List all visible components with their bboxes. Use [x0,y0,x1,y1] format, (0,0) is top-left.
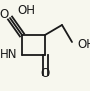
Text: O: O [40,67,50,80]
Text: O: O [0,7,9,20]
Text: HN: HN [0,49,17,62]
Text: OH: OH [17,4,35,17]
Text: OH: OH [77,37,90,51]
